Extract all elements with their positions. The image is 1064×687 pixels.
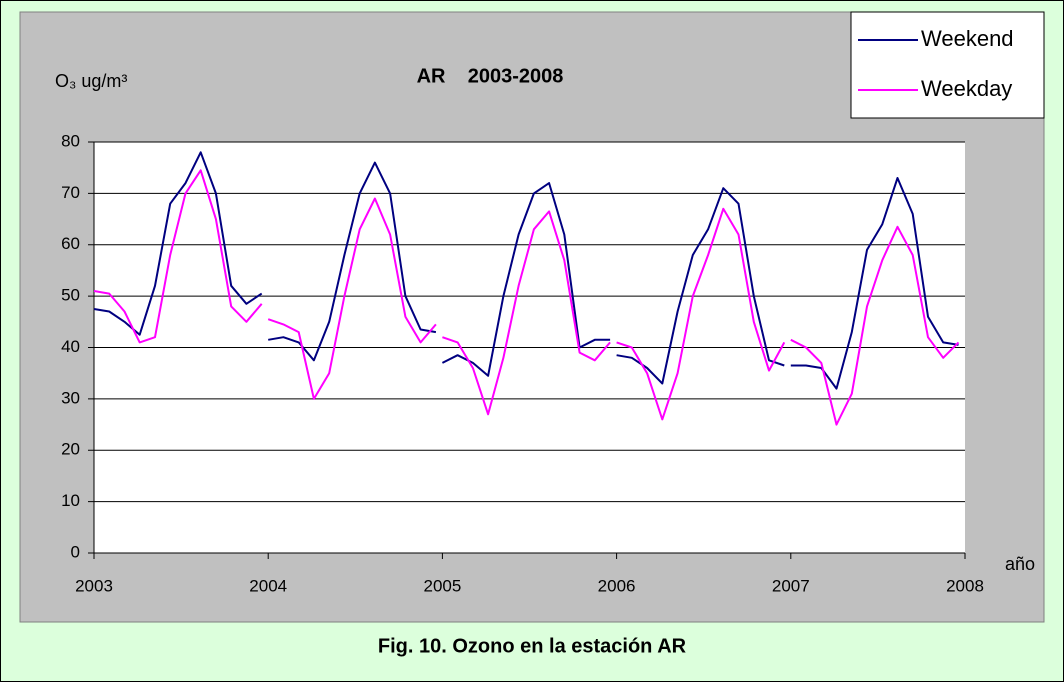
- chart-title: AR 2003-2008: [417, 65, 564, 87]
- x-tick-label: 2004: [249, 576, 287, 595]
- series-line: [93, 169, 960, 426]
- legend-label: Weekday: [921, 76, 1012, 101]
- x-tick-label: 2008: [946, 576, 984, 595]
- y-axis-label: O₃ ug/m³: [55, 71, 127, 91]
- y-tick-label: 70: [61, 183, 80, 202]
- y-tick-label: 80: [61, 131, 80, 150]
- y-tick-label: 60: [61, 234, 80, 253]
- x-tick-label: 2007: [772, 576, 810, 595]
- x-axis-label: año: [1005, 554, 1035, 574]
- caption: Fig. 10. Ozono en la estación AR: [378, 635, 687, 657]
- x-tick-label: 2003: [75, 576, 113, 595]
- series-line: [93, 151, 959, 390]
- x-tick-label: 2005: [423, 576, 461, 595]
- y-tick-label: 10: [61, 491, 80, 510]
- y-tick-label: 40: [61, 337, 80, 356]
- legend-label: Weekend: [921, 26, 1014, 51]
- y-tick-label: 0: [71, 542, 80, 561]
- y-tick-label: 30: [61, 388, 80, 407]
- y-tick-label: 20: [61, 440, 80, 459]
- x-tick-label: 2006: [598, 576, 636, 595]
- y-tick-label: 50: [61, 286, 80, 305]
- legend-box: [850, 11, 1045, 119]
